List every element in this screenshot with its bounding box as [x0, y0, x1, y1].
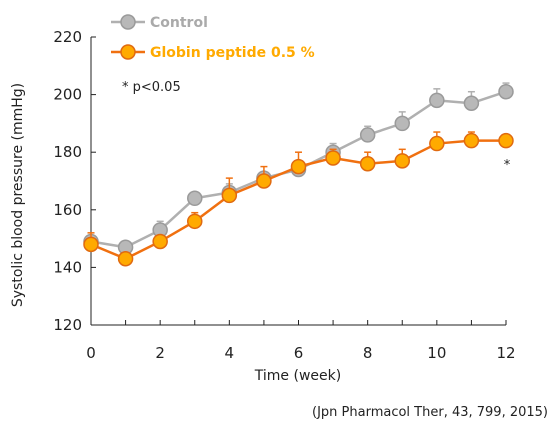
- data-point-globin-peptide-0-5: [256, 173, 272, 189]
- x-tick-label: 2: [155, 344, 165, 362]
- legend-label: Control: [150, 15, 208, 31]
- data-point-control: [394, 115, 410, 132]
- data-point-globin-peptide-0-5: [221, 187, 238, 204]
- axes: 120 140 160 180 200 220 0 2 4 6 8 10 12: [53, 28, 515, 362]
- data-point-globin-peptide-0-5: [83, 236, 99, 253]
- y-tick-label: 160: [53, 201, 82, 219]
- y-tick-label: 120: [53, 316, 82, 334]
- series-layer: [83, 82, 514, 267]
- x-tick-label: 12: [496, 344, 515, 362]
- data-point-globin-peptide-0-5: [429, 135, 445, 152]
- y-axis-title: Systolic blood pressure (mmHg): [10, 83, 26, 307]
- data-point-globin-peptide-0-5: [290, 158, 307, 175]
- data-point-control: [463, 95, 480, 111]
- significance-marker: *: [504, 158, 511, 173]
- x-tick-label: 4: [225, 344, 235, 362]
- data-point-control: [359, 127, 376, 143]
- data-point-globin-peptide-0-5: [187, 213, 203, 230]
- data-point-control: [429, 92, 445, 109]
- y-tick-label: 180: [53, 143, 82, 161]
- data-point-globin-peptide-0-5: [463, 132, 480, 149]
- data-point-globin-peptide-0-5: [152, 233, 168, 250]
- data-point-control: [187, 190, 203, 207]
- legend-marker: [120, 44, 136, 60]
- x-tick-label: 0: [86, 344, 96, 362]
- significance-note: * p<0.05: [122, 80, 181, 95]
- y-tick-label: 220: [53, 28, 82, 46]
- citation: (Jpn Pharmacol Ther, 43, 799, 2015): [312, 405, 548, 420]
- data-point-control: [498, 83, 514, 100]
- x-tick-label: 8: [363, 344, 373, 362]
- error-bars-globin-peptide-0-5: [87, 131, 510, 259]
- data-point-globin-peptide-0-5: [325, 150, 341, 166]
- y-tick-label: 140: [53, 258, 82, 276]
- y-tick-label: 200: [53, 86, 82, 104]
- data-point-globin-peptide-0-5: [359, 155, 376, 172]
- legend: Control Globin peptide 0.5 %: [111, 14, 315, 61]
- data-point-globin-peptide-0-5: [117, 251, 134, 267]
- data-point-globin-peptide-0-5: [498, 132, 514, 149]
- series-globin-peptide-0-5: [83, 131, 514, 267]
- legend-marker: [120, 14, 136, 30]
- x-tick-label: 10: [427, 344, 446, 362]
- data-point-globin-peptide-0-5: [394, 153, 410, 169]
- legend-item-control: Control: [111, 14, 208, 31]
- x-axis-title: Time (week): [254, 368, 341, 384]
- legend-label: Globin peptide 0.5 %: [150, 45, 315, 61]
- x-tick-label: 6: [294, 344, 304, 362]
- legend-item-globin-peptide-0-5: Globin peptide 0.5 %: [111, 44, 315, 61]
